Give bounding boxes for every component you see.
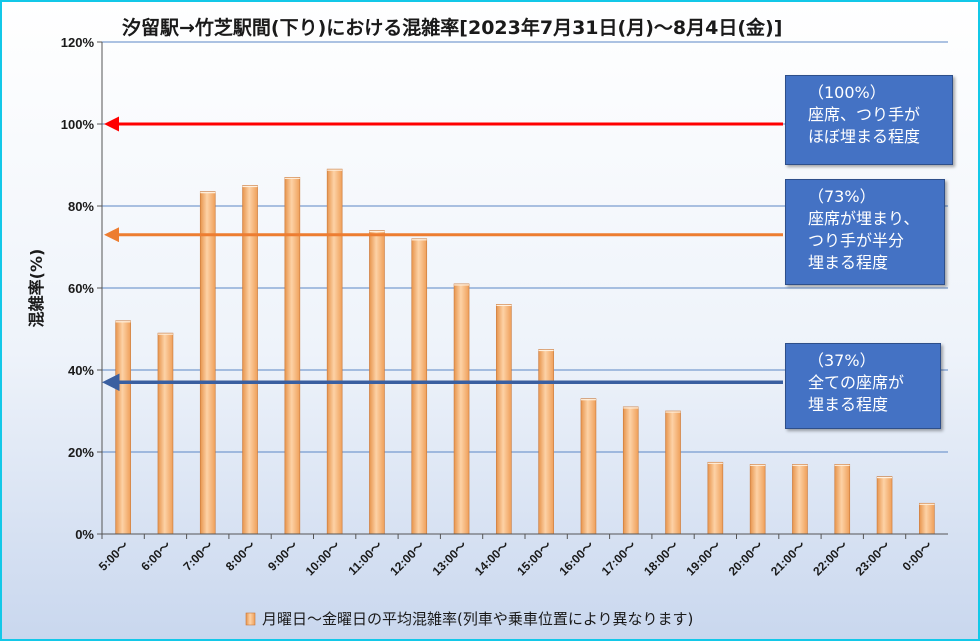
callout-37-percent: （37%） 全ての座席が 埋まる程度 — [785, 343, 941, 429]
bar — [792, 463, 808, 535]
y-tick-label: 120% — [61, 35, 95, 50]
y-axis-label: 混雑率(%) — [27, 249, 46, 328]
y-tick-label: 60% — [68, 281, 94, 296]
callout-line: 全ての座席が — [808, 373, 905, 392]
callout-73-percent: （73%） 座席が埋まり、 つり手が半分 埋まる程度 — [785, 179, 945, 285]
bar — [242, 185, 258, 535]
x-tick-label: 11:00～ — [345, 538, 385, 578]
x-tick-label: 7:00～ — [180, 538, 215, 573]
x-tick-label: 14:00～ — [472, 538, 512, 578]
x-axis: 5:00～ 6:00～ 7:00～ 8:00～ 9:00～ 10:00～ 11:00～ 12:… — [96, 533, 948, 578]
callout-line: 座席が埋まり、 — [808, 209, 920, 228]
callout-line: （37%） — [808, 351, 876, 370]
x-tick-label: 5:00～ — [96, 538, 131, 573]
x-tick-label: 19:00～ — [683, 538, 723, 578]
bar — [622, 406, 639, 535]
bar — [749, 463, 766, 535]
callout-line: （100%） — [808, 83, 886, 102]
bar — [834, 463, 851, 535]
x-tick-label: 8:00～ — [223, 538, 258, 573]
bar — [157, 332, 174, 535]
bar — [580, 398, 597, 535]
legend-label: 月曜日～金曜日の平均混雑率(列車や乗車位置により異なります) — [262, 610, 693, 628]
callout-100-percent: （100%） 座席、つり手が ほぼ埋まる程度 — [785, 75, 953, 165]
legend: 月曜日～金曜日の平均混雑率(列車や乗車位置により異なります) — [245, 610, 693, 628]
y-tick-label: 80% — [68, 199, 94, 214]
bar — [453, 283, 470, 535]
x-tick-label: 22:00～ — [810, 538, 850, 578]
bar — [707, 461, 724, 535]
callout-line: 埋まる程度 — [808, 253, 889, 272]
callout-line: （73%） — [808, 187, 876, 206]
bar — [876, 476, 893, 535]
x-tick-label: 15:00～ — [514, 538, 554, 578]
y-axis: 0% 20% 40% 60% 80% 100% 120% — [61, 35, 103, 542]
callout-line: ほぼ埋まる程度 — [808, 127, 921, 146]
bar — [284, 177, 301, 535]
bar — [496, 304, 512, 535]
y-tick-label: 100% — [61, 117, 95, 132]
x-tick-label: 9:00～ — [265, 538, 300, 573]
x-tick-label: 13:00～ — [430, 538, 470, 578]
x-tick-label: 6:00～ — [138, 538, 173, 573]
x-tick-label: 0:00～ — [900, 538, 935, 573]
legend-swatch — [245, 612, 256, 626]
bar — [411, 238, 428, 535]
bar — [919, 502, 935, 535]
callout-line: 埋まる程度 — [808, 395, 889, 414]
x-tick-label: 20:00～ — [726, 538, 766, 578]
y-tick-label: 40% — [68, 363, 94, 378]
chart-title: 汐留駅→竹芝駅間(下り)における混雑率[2023年7月31日(月)～8月4日(金… — [122, 16, 782, 39]
x-tick-label: 21:00～ — [768, 538, 808, 578]
x-tick-label: 18:00～ — [641, 538, 681, 578]
y-tick-label: 20% — [68, 445, 94, 460]
y-tick-label: 0% — [75, 527, 94, 542]
reference-lines — [102, 116, 783, 392]
callout-line: 座席、つり手が — [808, 105, 921, 124]
x-tick-label: 12:00～ — [387, 538, 427, 578]
x-tick-label: 16:00～ — [556, 538, 596, 578]
bar — [665, 410, 681, 535]
x-tick-label: 23:00～ — [853, 538, 893, 578]
callout-line: つり手が半分 — [808, 231, 905, 250]
bar — [199, 191, 216, 535]
x-tick-label: 10:00～ — [303, 538, 343, 578]
bar — [326, 168, 343, 535]
bar — [115, 320, 131, 535]
x-tick-label: 17:00～ — [599, 538, 639, 578]
bar — [538, 349, 554, 535]
